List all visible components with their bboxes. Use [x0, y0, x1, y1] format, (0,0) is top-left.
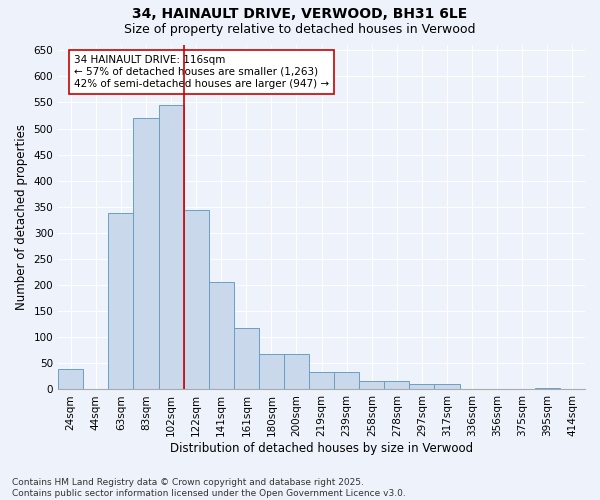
Text: 34 HAINAULT DRIVE: 116sqm
← 57% of detached houses are smaller (1,263)
42% of se: 34 HAINAULT DRIVE: 116sqm ← 57% of detac…	[74, 56, 329, 88]
Bar	[158, 105, 184, 390]
Bar	[309, 372, 334, 390]
Bar	[284, 354, 309, 390]
Bar	[434, 384, 460, 390]
X-axis label: Distribution of detached houses by size in Verwood: Distribution of detached houses by size …	[170, 442, 473, 455]
Text: 34, HAINAULT DRIVE, VERWOOD, BH31 6LE: 34, HAINAULT DRIVE, VERWOOD, BH31 6LE	[133, 8, 467, 22]
Bar	[133, 118, 158, 390]
Text: Size of property relative to detached houses in Verwood: Size of property relative to detached ho…	[124, 22, 476, 36]
Bar	[535, 388, 560, 390]
Bar	[184, 210, 209, 390]
Bar	[209, 282, 234, 390]
Bar	[234, 328, 259, 390]
Bar	[385, 381, 409, 390]
Bar	[359, 381, 385, 390]
Bar	[58, 368, 83, 390]
Bar	[109, 213, 133, 390]
Y-axis label: Number of detached properties: Number of detached properties	[15, 124, 28, 310]
Bar	[409, 384, 434, 390]
Bar	[259, 354, 284, 390]
Text: Contains HM Land Registry data © Crown copyright and database right 2025.
Contai: Contains HM Land Registry data © Crown c…	[12, 478, 406, 498]
Bar	[334, 372, 359, 390]
